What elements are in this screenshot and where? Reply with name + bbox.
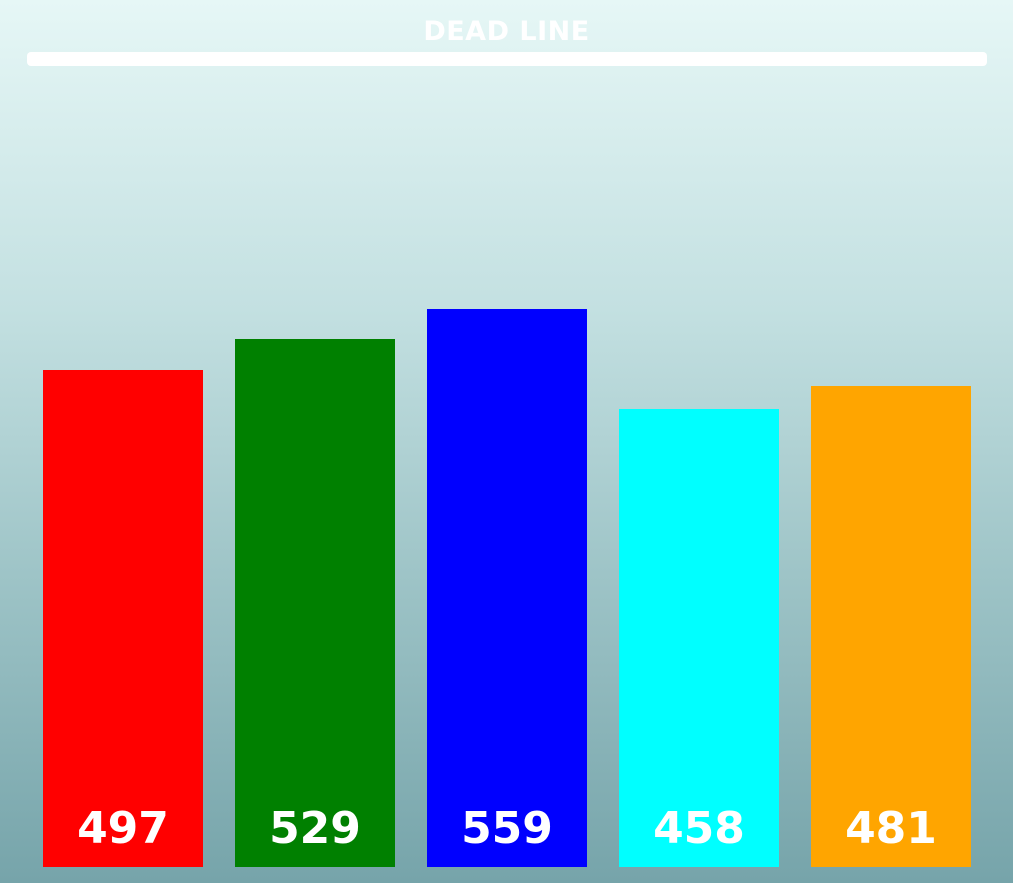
- bar-value-label: 559: [461, 802, 553, 854]
- bar-2[interactable]: 529: [235, 338, 395, 867]
- bar-value-label: 497: [77, 802, 169, 854]
- bar-3[interactable]: 559: [427, 308, 587, 867]
- bar-4[interactable]: 458: [619, 409, 779, 867]
- bar-value-label: 481: [845, 802, 937, 854]
- dead-line-bar: [27, 52, 987, 66]
- bar-1[interactable]: 497: [43, 370, 203, 867]
- dead-line-label: DEAD LINE: [423, 16, 590, 47]
- bar-5[interactable]: 481: [811, 386, 971, 867]
- bar-value-label: 529: [269, 802, 361, 854]
- bar-value-label: 458: [653, 802, 745, 854]
